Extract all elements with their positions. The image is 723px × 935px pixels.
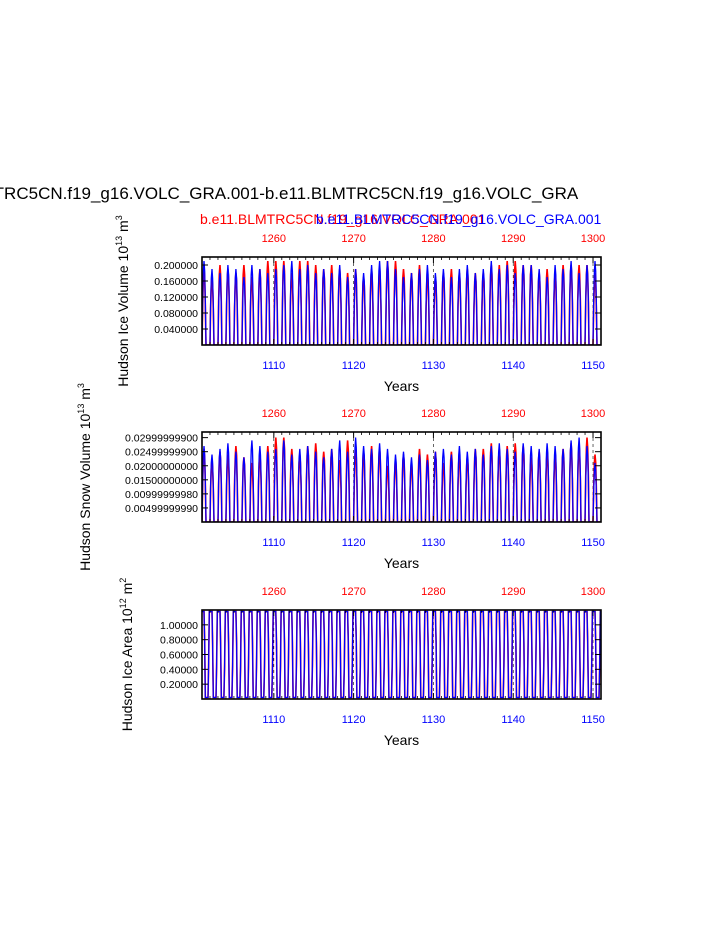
- chart-0-xtick-bottom-label-4: 1150: [581, 360, 605, 372]
- chart-1-ylabel-part-3: 3: [76, 383, 86, 388]
- chart-1-ytick-label-0: 0.00499999990: [125, 503, 198, 515]
- chart-1-ylabel-part-0: Hudson Snow Volume 10: [77, 413, 93, 570]
- chart-0-ytick-label-0: 0.040000: [154, 324, 198, 336]
- chart-1-xlabel: Years: [384, 555, 419, 571]
- chart-2-ytick-label-4: 1.00000: [160, 620, 198, 632]
- chart-0-xtick-top-label-3: 1290: [501, 233, 525, 245]
- chart-1-xtick-bottom-label-2: 1130: [422, 537, 446, 549]
- legend-red-case: b.e11.BLMTRC5CN.f19_g16.VOLC_GRA.001: [200, 211, 486, 227]
- chart-1-xtick-top-label-1: 1270: [341, 408, 365, 420]
- chart-0-ylabel-part-0: Hudson Ice Volume 10: [115, 246, 131, 387]
- chart-1-ytick-label-2: 0.01500000000: [125, 475, 198, 487]
- chart-2-series-red-line: [202, 610, 601, 699]
- chart-2-xtick-top-label-4: 1300: [581, 586, 605, 598]
- chart-2-ytick-label-0: 0.20000: [160, 679, 198, 691]
- chart-1-xtick-top-label-0: 1260: [262, 408, 286, 420]
- chart-1-xtick-top-label-4: 1300: [581, 408, 605, 420]
- chart-2-series-group: [202, 610, 601, 699]
- chart-2-xtick-top-label-3: 1290: [501, 586, 525, 598]
- chart-0-xtick-bottom-label-0: 1110: [262, 360, 285, 372]
- main-title-text: .BLMTRC5CN.f19_g16.VOLC_GRA.001-b.e11.BL…: [0, 184, 579, 203]
- legend-blue-case: b.e11.BLMTRC5CN.f19_g16.VOLC_GRA.001: [316, 211, 602, 227]
- chart-2-xtick-top-label-0: 1260: [262, 586, 286, 598]
- chart-0-ylabel-part-1: 13: [114, 236, 124, 246]
- chart-0-xtick-bottom-label-2: 1130: [422, 360, 446, 372]
- chart-0-ylabel: Hudson Ice Volume 1013 m3: [114, 215, 131, 386]
- chart-0-xtick-top-label-2: 1280: [421, 233, 445, 245]
- chart-0-xtick-bottom-label-3: 1140: [501, 360, 525, 372]
- chart-1-series-group: [202, 437, 601, 522]
- chart-1-ytick-label-1: 0.00999999980: [125, 489, 198, 501]
- chart-2-xtick-bottom-label-2: 1130: [422, 714, 446, 726]
- chart-2-xtick-bottom-label-3: 1140: [501, 714, 525, 726]
- chart-0-series-group: [202, 260, 601, 345]
- chart-1-xtick-bottom-label-1: 1120: [342, 537, 366, 549]
- chart-1-ylabel-part-1: 13: [76, 404, 86, 414]
- chart-0-ytick-label-1: 0.080000: [154, 308, 198, 320]
- chart-2-ylabel: Hudson Ice Area 1012 m2: [118, 578, 135, 732]
- chart-1-series-blue-line: [202, 437, 601, 522]
- chart-panel-0: 0.040000 0.080000 0.120000 0.160000 0.200000…: [114, 215, 605, 394]
- chart-panel-2: 0.20000 0.40000 0.60000 0.80000 1.00000 1110 1…: [118, 578, 605, 748]
- chart-2-ytick-label-2: 0.60000: [160, 650, 198, 662]
- chart-2-frame: [201, 609, 602, 700]
- chart-2-ylabel-part-3: 2: [118, 578, 128, 583]
- main-title: .BLMTRC5CN.f19_g16.VOLC_GRA.001-b.e11.BL…: [0, 184, 723, 210]
- chart-2-ylabel-part-0: Hudson Ice Area 10: [119, 608, 135, 731]
- chart-2-ylabel-part-1: 12: [118, 598, 128, 608]
- chart-0-ytick-label-3: 0.160000: [154, 276, 198, 288]
- chart-2-series-blue-line: [202, 610, 601, 699]
- chart-0-ytick-label-2: 0.120000: [154, 292, 198, 304]
- chart-2-xtick-bottom-label-4: 1150: [581, 714, 605, 726]
- chart-2-xtick-bottom-label-1: 1120: [342, 714, 366, 726]
- chart-2-ylabel-part-2: m: [119, 583, 135, 599]
- chart-1-xtick-top-label-3: 1290: [501, 408, 525, 420]
- chart-1-ytick-label-5: 0.02999999900: [125, 433, 198, 445]
- chart-2-ytick-label-3: 0.80000: [160, 635, 198, 647]
- chart-1-ylabel: Hudson Snow Volume 1013 m3: [76, 383, 93, 571]
- chart-1-ytick-label-3: 0.02000000000: [125, 461, 198, 473]
- chart-0-xlabel: Years: [384, 378, 419, 394]
- chart-0-series-blue-line: [202, 260, 601, 345]
- chart-0-xtick-bottom-label-1: 1120: [342, 360, 366, 372]
- chart-2-xlabel: Years: [384, 732, 419, 748]
- chart-panel-1: 0.00499999990 0.00999999980 0.01500000000 0…: [76, 383, 605, 571]
- chart-0-ylabel-part-2: m: [115, 220, 131, 236]
- chart-0-series-red-line: [202, 260, 601, 345]
- chart-2-xtick-top-label-1: 1270: [341, 586, 365, 598]
- chart-0-xtick-top-label-0: 1260: [262, 233, 286, 245]
- chart-2-ytick-label-1: 0.40000: [160, 664, 198, 676]
- chart-0-xtick-top-label-1: 1270: [341, 233, 365, 245]
- chart-0-ytick-label-4: 0.200000: [154, 260, 198, 272]
- chart-1-xtick-bottom-label-4: 1150: [581, 537, 605, 549]
- chart-1-ytick-label-4: 0.02499999900: [125, 447, 198, 459]
- chart-0-ylabel-part-3: 3: [114, 215, 124, 220]
- chart-0-xtick-top-label-4: 1300: [581, 233, 605, 245]
- chart-1-ylabel-part-2: m: [77, 388, 93, 404]
- chart-1-xtick-bottom-label-0: 1110: [262, 537, 285, 549]
- chart-2-xtick-top-label-2: 1280: [421, 586, 445, 598]
- chart-1-xtick-bottom-label-3: 1140: [501, 537, 525, 549]
- chart-1-xtick-top-label-2: 1280: [421, 408, 445, 420]
- chart-2-xtick-bottom-label-0: 1110: [262, 714, 285, 726]
